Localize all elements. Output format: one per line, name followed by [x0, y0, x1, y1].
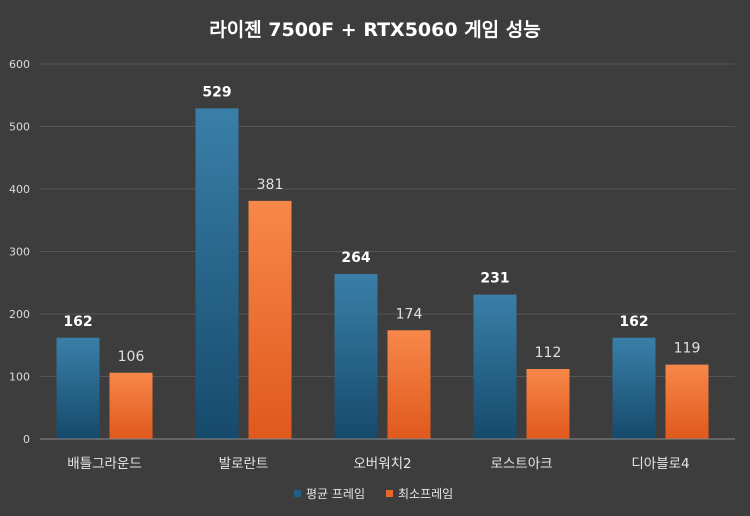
- data-label: 119: [674, 341, 701, 357]
- legend-label: 평균 프레임: [306, 487, 365, 501]
- bar-min-2: [387, 330, 431, 439]
- x-category-label: 배틀그라운드: [67, 456, 142, 472]
- data-label: 112: [535, 345, 562, 361]
- x-category-label: 발로란트: [219, 456, 269, 472]
- bar-min-1: [248, 200, 292, 439]
- y-tick-label: 300: [9, 246, 30, 259]
- bar-avg-1: [195, 108, 239, 439]
- legend-swatch-0: [294, 490, 301, 497]
- x-category-label: 오버워치2: [353, 456, 411, 472]
- bar-avg-2: [334, 274, 378, 439]
- x-axis-categories: 배틀그라운드 발로란트 오버워치2 로스트아크 디아블로4: [67, 456, 689, 472]
- x-category-label: 디아블로4: [631, 456, 689, 472]
- legend: 평균 프레임 최소프레임: [294, 487, 453, 501]
- legend-label: 최소프레임: [398, 487, 453, 501]
- y-tick-label: 100: [9, 371, 30, 384]
- data-label: 381: [257, 177, 284, 193]
- y-tick-label: 0: [23, 433, 30, 446]
- y-axis-ticks: 0 100 200 300 400 500 600: [9, 58, 30, 446]
- legend-swatch-1: [386, 490, 393, 497]
- y-tick-label: 400: [9, 183, 30, 196]
- y-tick-label: 500: [9, 121, 30, 134]
- bar-avg-0: [56, 337, 100, 439]
- data-label: 106: [118, 349, 145, 365]
- bars: [56, 108, 709, 439]
- data-label: 162: [619, 314, 648, 330]
- bar-min-4: [665, 364, 709, 439]
- data-labels: 162 106 529 381 264 174 231 112 162 119: [63, 84, 700, 364]
- bar-avg-3: [473, 294, 517, 439]
- x-category-label: 로스트아크: [490, 456, 552, 472]
- data-label: 162: [63, 314, 92, 330]
- y-tick-label: 600: [9, 58, 30, 71]
- y-tick-label: 200: [9, 308, 30, 321]
- bar-min-3: [526, 369, 570, 439]
- bar-min-0: [109, 372, 153, 439]
- chart-title: 라이젠 7500F + RTX5060 게임 성능: [209, 19, 540, 41]
- data-label: 231: [480, 271, 509, 287]
- data-label: 529: [202, 84, 231, 100]
- data-label: 264: [341, 250, 370, 266]
- data-label: 174: [396, 306, 423, 322]
- bar-avg-4: [612, 337, 656, 439]
